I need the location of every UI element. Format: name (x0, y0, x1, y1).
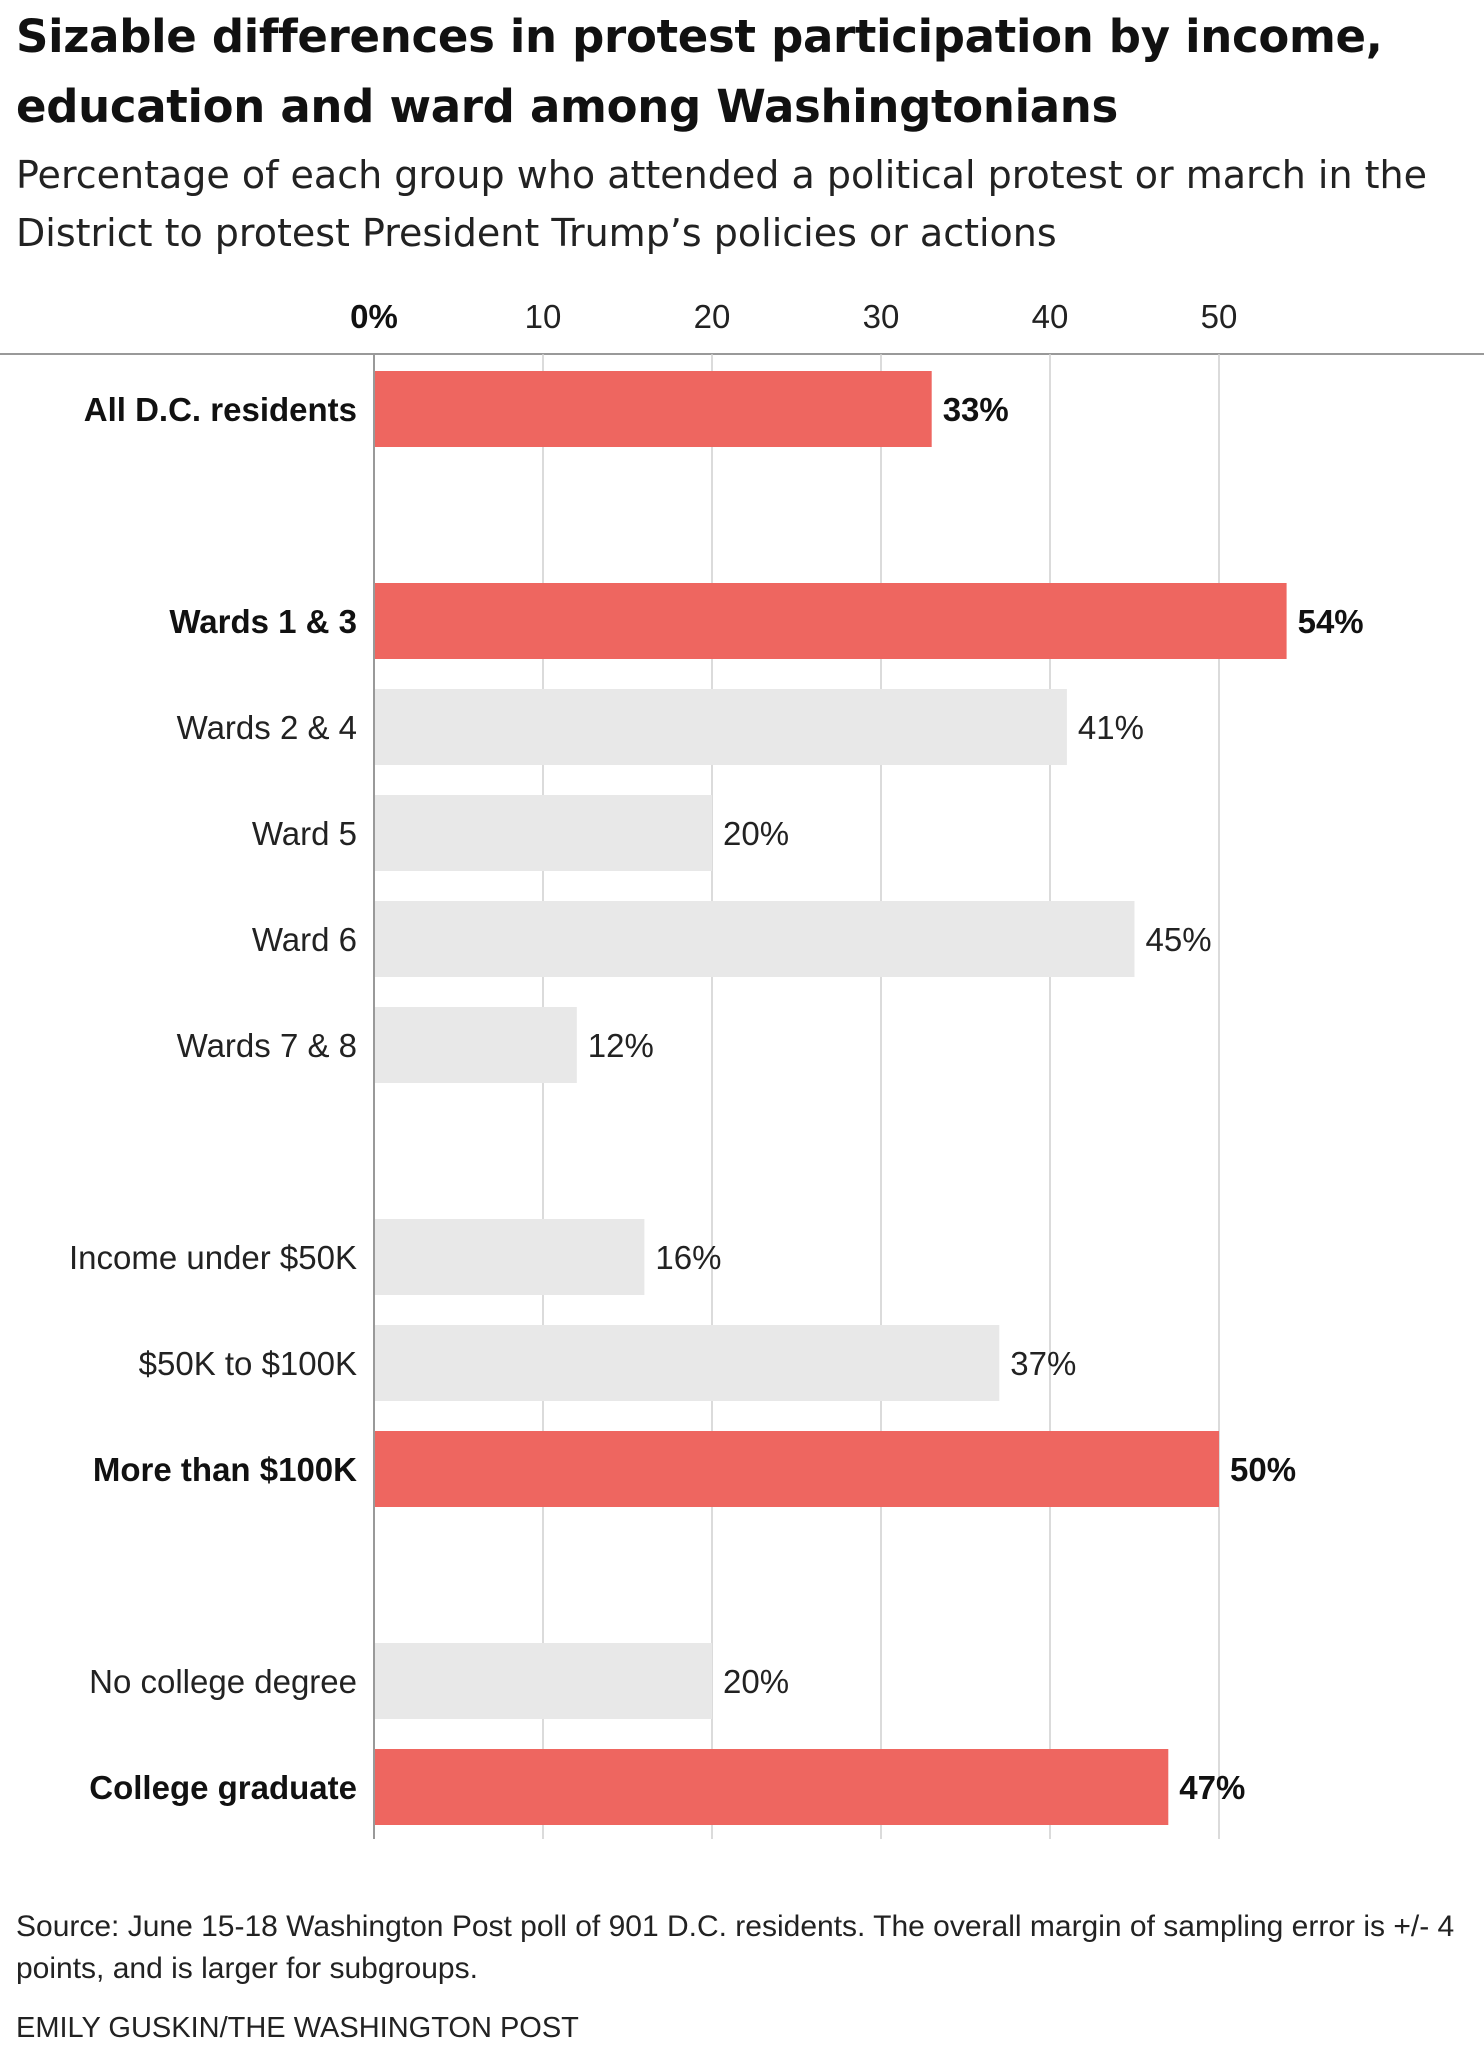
value-label: 12% (588, 1027, 654, 1064)
value-label: 47% (1179, 1769, 1245, 1806)
category-label: Ward 6 (252, 921, 357, 958)
bar (375, 1749, 1169, 1825)
value-label: 16% (655, 1239, 721, 1276)
category-label: Ward 5 (252, 815, 357, 852)
source-note: Source: June 15-18 Washington Post poll … (16, 1910, 1455, 1985)
bar (375, 1219, 645, 1295)
value-label: 45% (1146, 921, 1212, 958)
value-label: 50% (1230, 1451, 1296, 1488)
value-label: 33% (943, 391, 1009, 428)
x-tick-label: 0% (350, 298, 398, 335)
category-label: Wards 2 & 4 (177, 709, 357, 746)
bar (375, 795, 712, 871)
x-tick-label: 40 (1032, 298, 1069, 335)
x-tick-label: 20 (694, 298, 731, 335)
x-tick-label: 30 (863, 298, 900, 335)
chart-title: Sizable differences in protest participa… (16, 10, 1383, 133)
category-label: $50K to $100K (139, 1345, 357, 1382)
bar (375, 1431, 1219, 1507)
value-label: 20% (723, 1663, 789, 1700)
x-tick-label: 50 (1201, 298, 1238, 335)
category-label: Wards 1 & 3 (169, 603, 357, 640)
category-label: All D.C. residents (84, 391, 357, 428)
category-label: Wards 7 & 8 (177, 1027, 357, 1064)
x-tick-label: 10 (525, 298, 562, 335)
bar (375, 371, 932, 447)
value-label: 54% (1298, 603, 1364, 640)
bar (375, 583, 1287, 659)
category-label: No college degree (89, 1663, 357, 1700)
category-label: Income under $50K (69, 1239, 357, 1276)
value-label: 20% (723, 815, 789, 852)
category-label: College graduate (89, 1769, 357, 1806)
value-label: 41% (1078, 709, 1144, 746)
credit-line: EMILY GUSKIN/THE WASHINGTON POST (16, 2012, 579, 2044)
bar-chart: 0% 10 20 30 40 50 All D.C. residents 33% Wards 1… (0, 298, 1484, 1839)
bar (375, 1007, 577, 1083)
bar (375, 1325, 1000, 1401)
bar (375, 901, 1135, 977)
category-label: More than $100K (93, 1451, 357, 1488)
bar (375, 689, 1067, 765)
bar (375, 1643, 712, 1719)
chart-subtitle: Percentage of each group who attended a … (16, 153, 1427, 255)
value-label: 37% (1010, 1345, 1076, 1382)
